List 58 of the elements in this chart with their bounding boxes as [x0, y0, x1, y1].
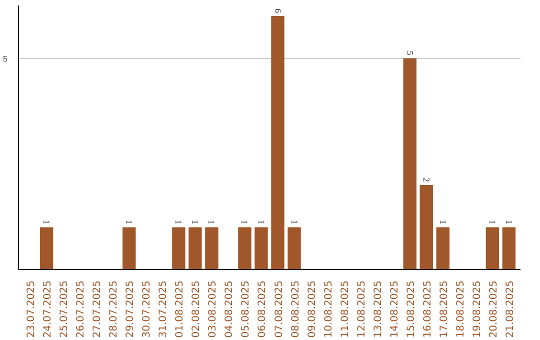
data-label: 1: [289, 220, 300, 224]
data-label: 2: [421, 178, 432, 182]
x-tick-label: 15.08.2025: [406, 280, 417, 338]
bar: [420, 185, 433, 270]
x-tick-label: 30.07.2025: [142, 280, 153, 338]
data-label: 1: [206, 220, 217, 224]
bar: [40, 227, 54, 270]
x-tick-label: 08.08.2025: [290, 280, 302, 338]
bar: [403, 58, 416, 270]
x-tick-label: 17.08.2025: [438, 280, 450, 338]
data-label: 1: [256, 220, 266, 224]
bar: [288, 227, 301, 270]
x-tick-label: 01.08.2025: [174, 280, 186, 338]
data-label: 5: [404, 50, 415, 56]
bar: [172, 227, 186, 270]
x-tick-label: 25.07.2025: [59, 280, 70, 338]
x-tick-label: 13.08.2025: [372, 280, 384, 338]
data-label: 1: [240, 220, 250, 224]
x-tick-label: 27.07.2025: [92, 280, 104, 338]
x-tick-label: 03.08.2025: [208, 280, 219, 338]
bar: [486, 227, 500, 270]
bar: [205, 227, 218, 270]
x-tick-label: 28.07.2025: [108, 280, 120, 338]
x-tick-label: 07.08.2025: [274, 280, 285, 338]
data-label: 1: [124, 220, 134, 224]
x-tick-label: 24.07.2025: [42, 280, 54, 338]
x-tick-label: 18.08.2025: [455, 280, 466, 338]
data-label: 1: [438, 220, 448, 224]
data-label: 1: [190, 220, 200, 224]
data-label: 1: [487, 220, 498, 224]
x-tick-label: 05.08.2025: [240, 280, 252, 338]
bar: [502, 227, 516, 270]
x-tick-label: 26.07.2025: [76, 280, 87, 338]
data-label: 6: [272, 8, 283, 14]
x-tick-label: 04.08.2025: [224, 280, 236, 338]
bar: [271, 16, 284, 270]
x-tick-label: 14.08.2025: [389, 280, 400, 338]
x-tick-label: 20.08.2025: [488, 280, 500, 338]
x-tick-label: 16.08.2025: [422, 280, 434, 338]
data-label: 1: [174, 220, 184, 224]
data-label: 1: [504, 220, 514, 224]
x-tick-label: 10.08.2025: [323, 280, 334, 338]
x-tick-label: 11.08.2025: [340, 280, 351, 338]
x-tick-label: 21.08.2025: [504, 280, 516, 338]
bar: [188, 227, 202, 270]
x-tick-label: 02.08.2025: [191, 280, 202, 338]
bar: [122, 227, 136, 270]
x-tick-label: 19.08.2025: [472, 280, 483, 338]
data-label: 1: [42, 220, 52, 224]
bar: [238, 227, 252, 270]
x-tick-label: 12.08.2025: [356, 280, 368, 338]
x-tick-label: 23.07.2025: [26, 280, 38, 338]
x-tick-label: 06.08.2025: [257, 280, 268, 338]
bar: [254, 227, 268, 270]
x-tick-label: 09.08.2025: [306, 280, 318, 338]
x-tick-label: 29.07.2025: [125, 280, 136, 338]
bar: [436, 227, 450, 270]
x-tick-label: 31.07.2025: [158, 280, 170, 338]
